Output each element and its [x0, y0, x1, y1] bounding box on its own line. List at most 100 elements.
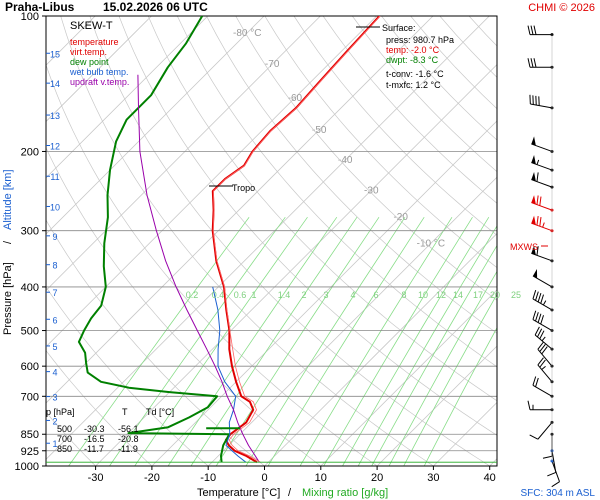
surface-temp: temp: -2.0 °C: [386, 45, 440, 55]
altitude-tick-label: 5: [52, 342, 57, 352]
isotherm: [264, 232, 497, 466]
legend-wet-bulb: wet bulb temp.: [69, 67, 129, 77]
wind-barb-staff: [530, 103, 553, 109]
dry-adiabat: [147, 16, 497, 402]
isotherm: [46, 16, 265, 235]
table-cell-t: -11.7: [84, 444, 104, 454]
isotherm-label: -70: [265, 59, 280, 70]
wind-barb-full: [537, 313, 542, 323]
table-header-p: p [hPa]: [46, 407, 75, 417]
wind-barb-staff: [531, 143, 553, 152]
series-line-virt-temp: [212, 16, 381, 463]
tropopause-label: Tropo: [232, 183, 255, 193]
pressure-tick-label: 200: [21, 146, 39, 158]
wind-barb-full: [536, 246, 539, 256]
altitude-tick-label: 7: [52, 288, 57, 298]
mixing-ratio-label: 1: [251, 290, 256, 300]
profile-curves: [77, 16, 381, 464]
mixing-ratio-lines: [68, 216, 497, 466]
mixing-ratio-line: [342, 216, 490, 466]
wind-barb: [537, 357, 554, 384]
wind-barb-flag: [531, 245, 536, 255]
isotherm-label: -80 °C: [233, 28, 261, 39]
wind-barb: [527, 25, 554, 37]
dry-adiabat: [293, 16, 497, 236]
wind-barb-full: [539, 359, 546, 368]
temperature-tick-label: -20: [144, 472, 160, 484]
wind-barb-staff: [531, 252, 553, 262]
isotherm: [46, 16, 209, 179]
mixing-ratio-label: 0.6: [234, 290, 247, 300]
series-line-updraft-v-temp-: [137, 74, 260, 463]
wind-barb-full: [529, 434, 539, 440]
wind-barb-full: [535, 291, 539, 301]
isotherm-label: -60: [288, 93, 303, 104]
wind-barb-full: [533, 25, 537, 35]
surface-tconv: t-conv: -1.6 °C: [386, 69, 444, 79]
wind-barb: [532, 310, 554, 333]
wind-barb: [532, 290, 554, 312]
pressure-tick-label: 400: [21, 282, 39, 294]
wind-barb-flag: [531, 215, 536, 225]
mixing-ratio-label: 1.4: [278, 290, 291, 300]
altitude-tick-label: 15: [50, 49, 60, 59]
wind-barb-full: [533, 58, 537, 68]
wind-barb-staff: [532, 298, 553, 311]
mixing-ratio-line: [167, 216, 338, 466]
temperature-tick-label: -30: [88, 472, 104, 484]
series-line-temperature: [211, 16, 381, 464]
surface-press: press: 980.7 hPa: [386, 35, 454, 45]
wind-barb-half: [542, 300, 547, 306]
wind-barb-full: [536, 195, 539, 205]
surface-dwpt: dwpt: -8.3 °C: [386, 55, 439, 65]
isotherm-label: -40: [338, 155, 353, 166]
altitude-tick-label: 4: [52, 368, 57, 378]
pressure-tick-label: 850: [21, 429, 39, 441]
dry-adiabat: [176, 16, 497, 368]
mixing-ratio-line: [403, 293, 497, 466]
wind-barb: [534, 326, 554, 351]
altitude-tick-label: 9: [52, 232, 57, 242]
y-axis-separator: /: [2, 240, 14, 244]
wind-barb-full: [532, 376, 537, 386]
pressure-tick-label: 925: [21, 446, 39, 458]
altitude-tick-label: 14: [50, 79, 60, 89]
temperature-tick-label: 40: [484, 472, 496, 484]
wind-barb-flag: [531, 195, 536, 205]
altitude-tick-label: 1: [52, 439, 57, 449]
mxws-label: MXWS: [510, 242, 538, 252]
wind-barb-staff: [531, 179, 553, 188]
isotherm-label: -30: [364, 185, 379, 196]
pressure-tick-label: 1000: [15, 461, 39, 473]
wind-barb-full: [535, 377, 539, 387]
isotherm: [46, 16, 377, 348]
table-cell-td: -20.8: [118, 434, 139, 444]
y-axis-title-altitude: Altitude [km]: [2, 169, 14, 230]
wind-barb-staff: [532, 319, 553, 331]
x-axis-title-mixing: Mixing ratio [g/kg]: [302, 487, 388, 499]
pressure-tick-label: 500: [21, 326, 39, 338]
wind-barb: [529, 94, 554, 110]
wind-barb: [531, 136, 554, 153]
wind-barb-full: [537, 293, 542, 303]
wind-barb-staff: [532, 275, 553, 288]
legend-title: SKEW-T: [70, 20, 113, 32]
dry-adiabat: [235, 16, 497, 301]
altitude-tick-label: 2: [52, 416, 57, 426]
x-axis-title: Temperature [°C]: [197, 487, 280, 499]
isotherm: [546, 16, 600, 466]
dry-adiabat: [322, 16, 497, 204]
axis-ticks: 1002003004005006007008509251000123456789…: [15, 11, 496, 484]
isotherm: [376, 345, 497, 466]
wind-barb: [529, 420, 554, 440]
pressure-tick-label: 700: [21, 391, 39, 403]
wind-barb-flag: [532, 268, 538, 279]
wind-barb-staff: [532, 384, 553, 397]
dry-adiabat: [206, 16, 497, 334]
isotherm: [320, 289, 497, 466]
isotherm: [46, 16, 321, 291]
legend-virt-temp: virt.temp.: [70, 47, 107, 57]
x-axis-separator: /: [288, 487, 292, 499]
mixing-ratio-label: 0.4: [212, 290, 225, 300]
mixing-ratio-label: 2: [301, 290, 306, 300]
